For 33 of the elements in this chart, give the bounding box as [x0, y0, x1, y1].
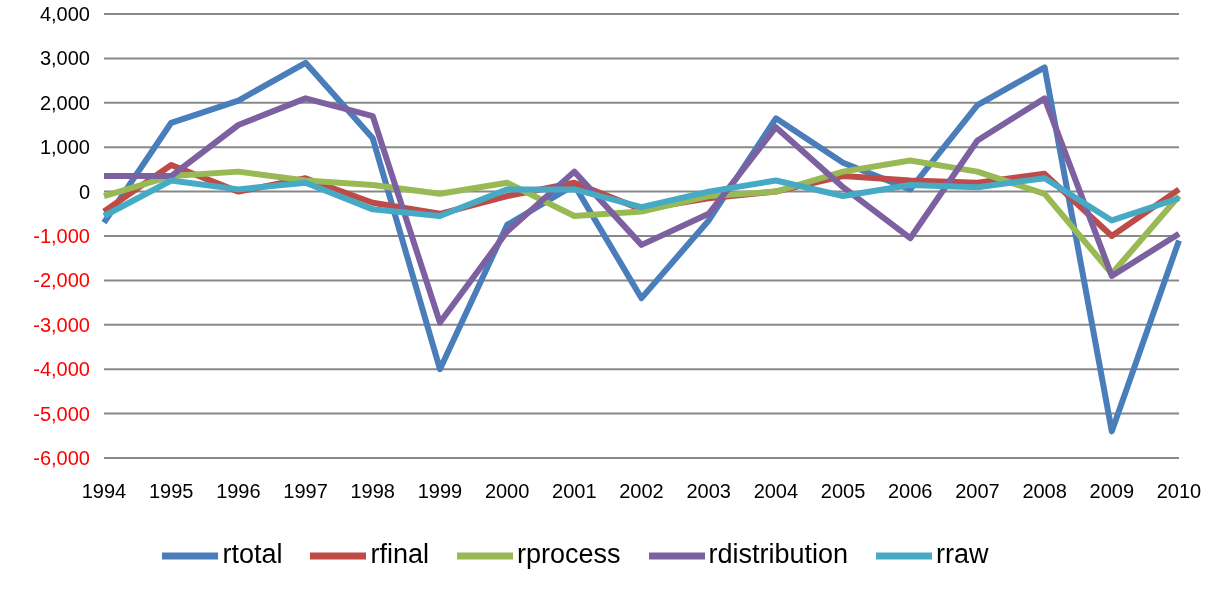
x-tick-label: 2000 — [484, 480, 530, 503]
y-tick-label: -3,000 — [33, 313, 90, 336]
y-tick-label: -4,000 — [33, 358, 90, 381]
y-tick-label: 2,000 — [39, 91, 90, 114]
x-tick-label: 2003 — [686, 480, 731, 503]
x-tick-label: 1994 — [81, 480, 127, 503]
y-tick-label: 4,000 — [39, 3, 90, 25]
y-tick-label: 3,000 — [39, 47, 90, 70]
y-tick-label: -1,000 — [33, 225, 90, 247]
x-tick-label: 1997 — [283, 480, 328, 503]
x-tick-label: 2005 — [820, 480, 866, 503]
x-tick-label: 1995 — [148, 480, 194, 503]
x-tick-label: 1999 — [417, 480, 463, 503]
x-tick-label: 2002 — [619, 480, 664, 503]
legend-label: rprocess — [516, 539, 621, 570]
x-tick-label: 2008 — [1022, 480, 1067, 503]
legend-label: rraw — [936, 539, 989, 570]
x-tick-label: 2001 — [552, 480, 597, 503]
x-tick-label: 2009 — [1089, 480, 1135, 503]
legend-label: rdistribution — [708, 539, 849, 570]
y-tick-label: -2,000 — [33, 269, 90, 292]
y-tick-label: 1,000 — [39, 136, 90, 159]
x-tick-label: 2007 — [955, 480, 1000, 503]
y-tick-label: -5,000 — [33, 402, 90, 425]
x-tick-label: 2010 — [1156, 480, 1202, 503]
legend-label: rtotal — [222, 539, 283, 570]
y-tick-label: 0 — [78, 180, 90, 203]
x-tick-label: 1998 — [350, 480, 395, 503]
x-tick-label: 1996 — [216, 480, 261, 503]
legend-label: rfinal — [370, 539, 429, 570]
x-tick-label: 2006 — [888, 480, 933, 503]
y-tick-label: -6,000 — [33, 447, 90, 469]
x-tick-label: 2004 — [753, 480, 799, 503]
